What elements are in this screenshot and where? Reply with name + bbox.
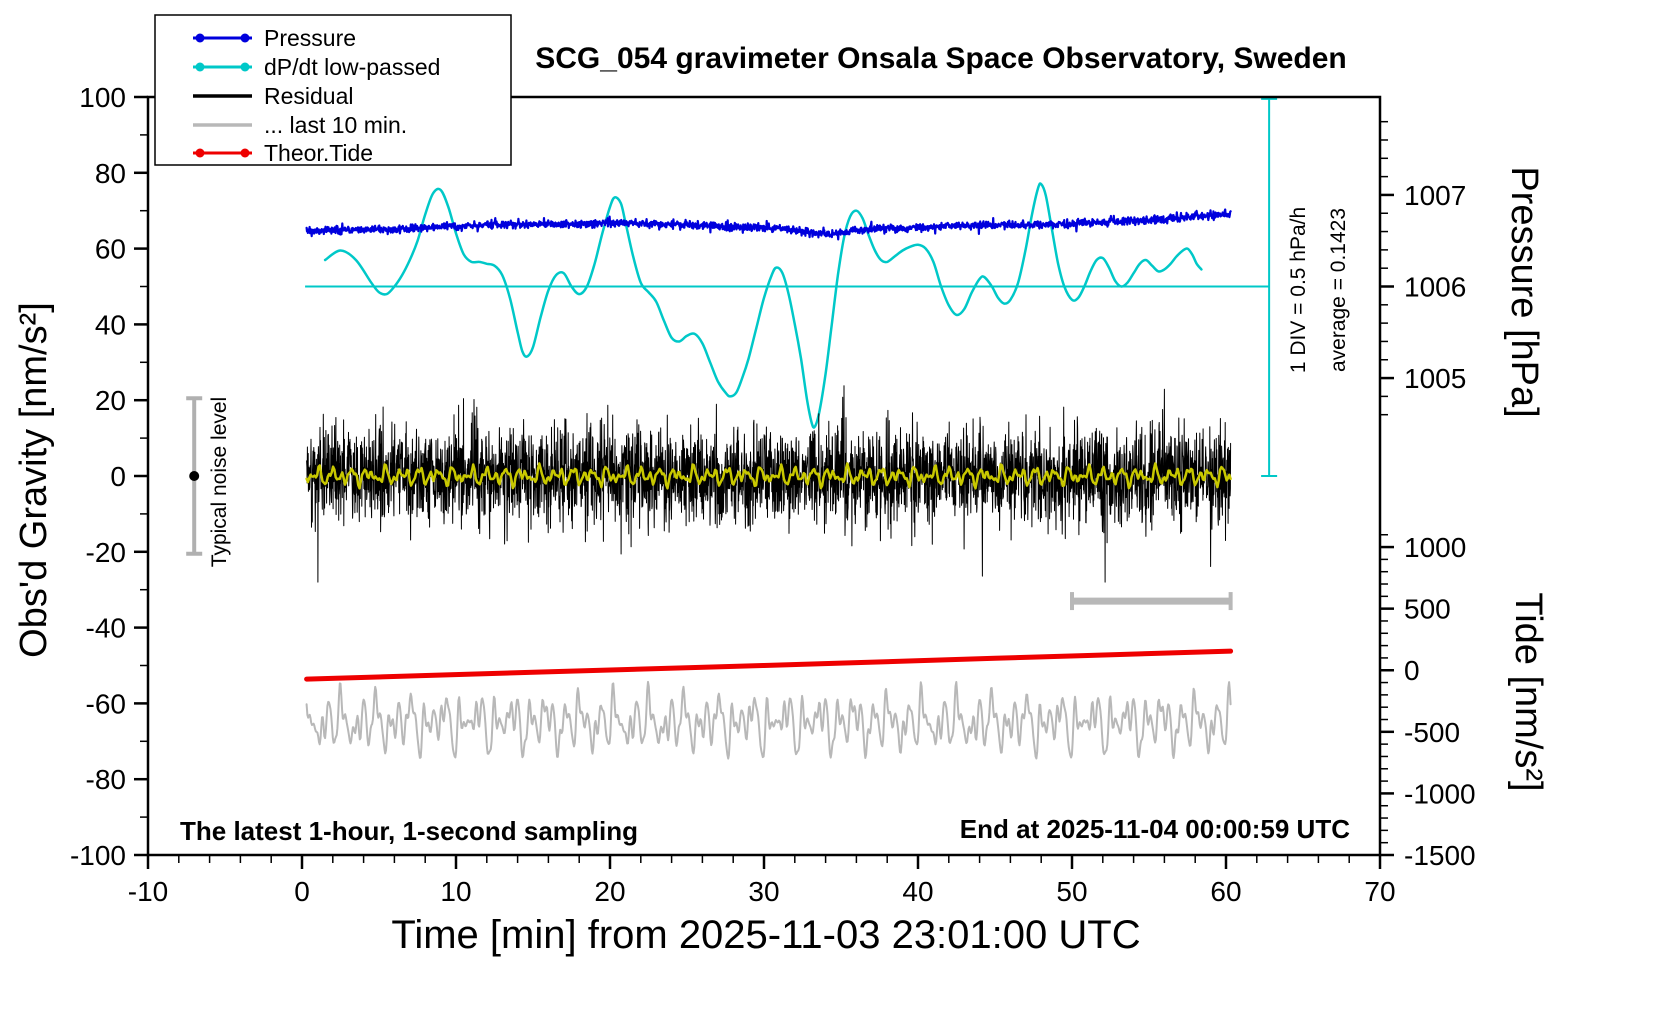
legend-label-tide: Theor.Tide (264, 140, 373, 166)
x-axis-label: Time [min] from 2025-11-03 23:01:00 UTC (391, 913, 1140, 957)
x-tick-label: 70 (1364, 876, 1395, 907)
y-left-tick-label: -80 (86, 764, 126, 795)
legend-label-last10: ... last 10 min. (264, 112, 407, 138)
x-tick-label: 50 (1056, 876, 1087, 907)
pressure-tick-label: 1005 (1404, 363, 1466, 394)
x-tick-label: 40 (902, 876, 933, 907)
pressure-tick-label: 1007 (1404, 180, 1466, 211)
legend-dot-pressure-1 (195, 33, 205, 43)
series-last-10-min (305, 680, 1232, 760)
y-left-axis-label: Obs'd Gravity [nm/s²] (13, 302, 55, 658)
legend-dot-dpdt-1 (195, 62, 205, 72)
y-left-tick-label: 80 (95, 158, 126, 189)
legend-dot-tide-2 (240, 148, 250, 158)
legend-label-dpdt: dP/dt low-passed (264, 54, 440, 80)
y-left-tick-label: 0 (110, 461, 126, 492)
annotation-div-scale: 1 DIV = 0.5 hPa/h (1287, 207, 1310, 373)
y-left-tick-label: -60 (86, 688, 126, 719)
y-left-tick-label: -100 (70, 840, 126, 871)
y-left-tick-label: 60 (95, 234, 126, 265)
y-right-tide-label: Tide [nm/s²] (1507, 592, 1549, 791)
x-tick-label: 30 (748, 876, 779, 907)
noise-level-dot (189, 471, 200, 481)
footer-sampling-note: The latest 1-hour, 1-second sampling (180, 816, 638, 846)
tide-tick-label: -500 (1404, 717, 1460, 748)
x-tick-label: 60 (1210, 876, 1241, 907)
legend-label-pressure: Pressure (264, 25, 356, 51)
pressure-tick-label: 1006 (1404, 272, 1466, 303)
annotation-average: average = 0.1423 (1327, 208, 1350, 372)
series-pressure (305, 208, 1232, 241)
legend: Pressure dP/dt low-passed Residual ... l… (154, 14, 512, 166)
footer-end-time: End at 2025-11-04 00:00:59 UTC (960, 814, 1350, 844)
y-left-tick-label: -20 (86, 537, 126, 568)
x-tick-label: -10 (128, 876, 168, 907)
plot-frame (146, 95, 1382, 857)
x-tick-label: 20 (594, 876, 625, 907)
legend-box (154, 14, 512, 166)
series-residual-lowpassed (305, 462, 1232, 490)
tide-tick-label: -1000 (1404, 778, 1476, 809)
series-theor-tide (304, 648, 1234, 682)
x-tick-label: 10 (440, 876, 471, 907)
annotation-noise-level: Typical noise level (208, 397, 231, 567)
tide-tick-label: 0 (1404, 655, 1420, 686)
tide-tick-label: 500 (1404, 594, 1451, 625)
x-tick-label: 0 (294, 876, 310, 907)
data-series (186, 97, 1278, 760)
y-left-tick-label: -40 (86, 613, 126, 644)
chart-title: SCG_054 gravimeter Onsala Space Observat… (535, 42, 1347, 75)
legend-label-residual: Residual (264, 83, 354, 109)
y-right-pressure-label: Pressure [hPa] (1503, 166, 1545, 417)
series-residual (306, 385, 1232, 583)
legend-dot-dpdt-2 (240, 62, 250, 72)
series-dpdt-lowpassed (323, 182, 1203, 429)
y-left-tick-label: 20 (95, 385, 126, 416)
legend-dot-pressure-2 (240, 33, 250, 43)
y-left-tick-label: 40 (95, 309, 126, 340)
axes-ticks: -10 0 10 20 30 40 50 60 70-100-80-60-40-20020406… (70, 82, 1476, 907)
legend-dot-tide-1 (195, 148, 205, 158)
tide-tick-label: 1000 (1404, 532, 1466, 563)
y-left-tick-label: 100 (79, 82, 126, 113)
tide-tick-label: -1500 (1404, 840, 1476, 871)
